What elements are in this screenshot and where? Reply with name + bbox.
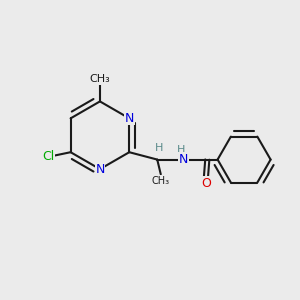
Text: CH₃: CH₃ [90, 74, 110, 84]
Text: N: N [95, 163, 105, 176]
Text: Cl: Cl [42, 150, 55, 163]
Text: CH₃: CH₃ [152, 176, 170, 186]
Text: N: N [179, 153, 188, 166]
Text: O: O [201, 177, 211, 190]
Text: H: H [154, 143, 163, 153]
Text: H: H [177, 145, 186, 155]
Text: N: N [124, 112, 134, 125]
